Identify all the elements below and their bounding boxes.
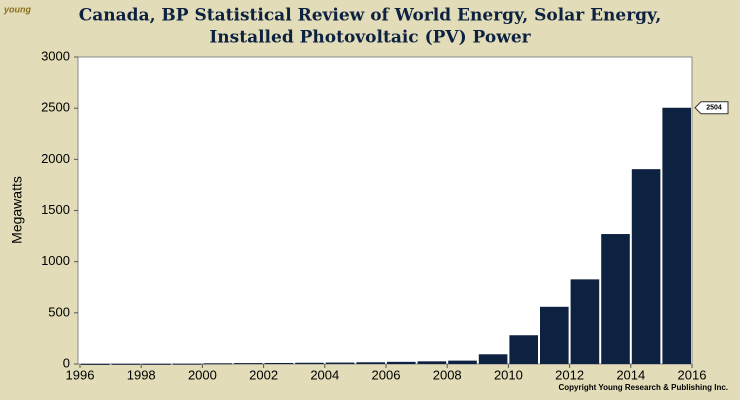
x-tick-label: 1996 [66,367,95,382]
value-label: 2504 [706,105,722,112]
bar [81,363,110,365]
plot-area [77,56,693,365]
bar [142,363,171,365]
y-tick-label: 2500 [41,100,70,115]
x-tick-label: 2008 [433,367,462,382]
y-axis-label: Megawatts [9,176,25,244]
bar [540,306,569,364]
bar [387,361,416,364]
bar [295,362,324,364]
y-tick-label: 0 [63,355,70,370]
x-tick-label: 2002 [249,367,278,382]
y-tick-label: 1500 [41,202,70,217]
bar [234,363,263,365]
y-tick-label: 2000 [41,151,70,166]
y-tick-label: 500 [48,304,70,319]
bar [570,279,600,364]
label-box [694,101,729,115]
bar [417,361,447,364]
credit: Copyright Young Research & Publishing In… [559,383,729,392]
x-tick-label: 2016 [678,367,707,382]
bar [203,363,232,365]
x-tick-label: 1998 [127,367,156,382]
bar [662,107,691,365]
x-tick-label: 2010 [494,367,523,382]
x-tick-label: 2014 [616,367,645,382]
chart-title: Canada, BP Statistical Review of World E… [79,6,661,26]
bar [601,234,630,364]
bar [631,169,661,364]
x-tick-label: 2012 [555,367,584,382]
chart-title: Installed Photovoltaic (PV) Power [209,28,531,48]
bar [448,360,477,364]
bar [264,362,294,364]
bar [509,335,538,364]
bar [356,362,385,364]
x-tick-label: 2000 [188,367,217,382]
logo: young [3,4,31,14]
bar [478,354,508,364]
x-tick-label: 2006 [372,367,401,382]
bar [111,363,141,365]
x-tick-label: 2004 [310,367,339,382]
bar [172,363,202,365]
y-tick-label: 1000 [41,253,70,268]
y-tick-label: 3000 [41,48,70,63]
bar [325,362,355,364]
